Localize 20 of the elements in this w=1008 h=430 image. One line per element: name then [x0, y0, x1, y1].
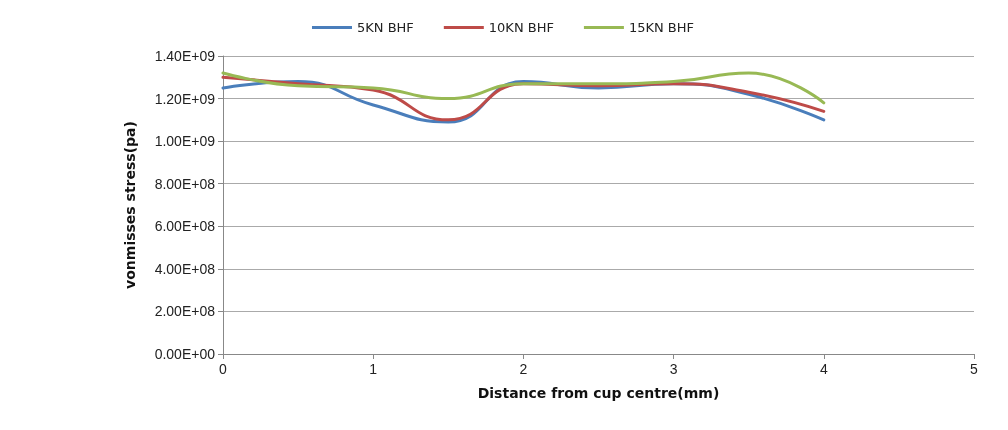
- y-tick-label: 0.00E+00: [154, 346, 216, 362]
- x-tick-label: 2: [519, 361, 528, 377]
- y-tick-label: 1.40E+09: [154, 48, 216, 64]
- x-tick-label: 1: [369, 361, 378, 377]
- x-tick-label: 0: [219, 361, 228, 377]
- x-tick-label: 5: [970, 361, 979, 377]
- x-axis-title: Distance from cup centre(mm): [477, 385, 720, 401]
- x-tick-label: 4: [819, 361, 828, 377]
- y-tick-label: 8.00E+08: [154, 175, 216, 192]
- line-series: [221, 71, 826, 105]
- x-tick-label: 3: [669, 361, 678, 377]
- y-tick-label: 1.20E+09: [154, 90, 216, 107]
- y-tick-label: 6.00E+08: [154, 218, 216, 235]
- legend-label: 5KN BHF: [356, 20, 414, 35]
- y-tick-label: 2.00E+08: [154, 303, 216, 320]
- legend-label: 15KN BHF: [628, 20, 695, 35]
- y-tick-label: 1.00E+09: [154, 133, 216, 150]
- y-tick-label: 4.00E+08: [154, 260, 216, 277]
- y-axis-title: vonmisses stress(pa): [122, 121, 138, 289]
- legend-label: 10KN BHF: [488, 20, 554, 35]
